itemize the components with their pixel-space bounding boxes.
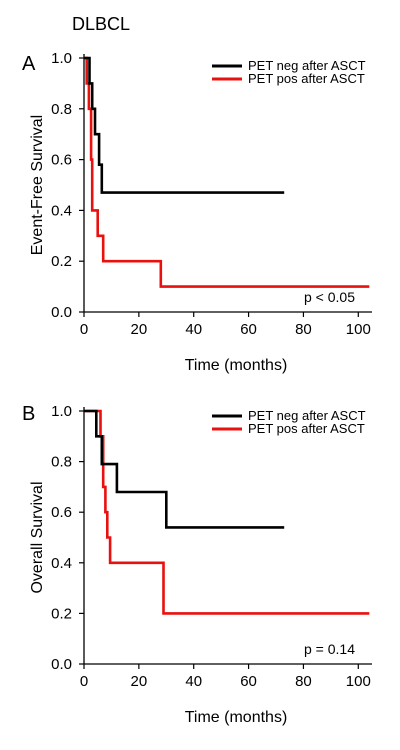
p-value-annotation: p = 0.14 bbox=[304, 641, 355, 657]
y-tick-label: 0.8 bbox=[51, 454, 72, 471]
y-tick-label: 0.0 bbox=[51, 656, 72, 673]
y-tick-label: 1.0 bbox=[51, 403, 72, 420]
y-tick-label: 0.2 bbox=[51, 253, 72, 270]
pet-pos-curve bbox=[84, 409, 370, 615]
y-tick-label: 1.0 bbox=[51, 50, 72, 67]
x-tick-label: 20 bbox=[131, 321, 148, 338]
pet-pos-curve bbox=[84, 56, 370, 288]
legend-label-pos: PET pos after ASCT bbox=[248, 421, 365, 436]
legend-label-neg: PET neg after ASCT bbox=[248, 58, 366, 73]
x-tick-label: 60 bbox=[240, 321, 257, 338]
y-axis-title: Event-Free Survival bbox=[29, 115, 46, 256]
x-tick-label: 0 bbox=[80, 673, 88, 690]
x-axis-title: Time (months) bbox=[185, 709, 288, 726]
panel-letter: B bbox=[22, 403, 35, 425]
x-tick-label: 40 bbox=[185, 673, 202, 690]
panel-a-chart: 0.0 0.2 0.4 0.6 0.8 1.0 0 20 40 60 80 100 Time (mont… bbox=[22, 50, 372, 374]
y-tick-label: 0.6 bbox=[51, 152, 72, 169]
p-value-annotation: p < 0.05 bbox=[304, 289, 355, 305]
legend-label-neg: PET neg after ASCT bbox=[248, 408, 366, 423]
x-tick-label: 60 bbox=[240, 673, 257, 690]
x-tick-label: 80 bbox=[295, 321, 312, 338]
x-tick-label: 40 bbox=[185, 321, 202, 338]
x-tick-label: 0 bbox=[80, 321, 88, 338]
pet-neg-curve bbox=[84, 56, 285, 194]
panel-letter: A bbox=[22, 53, 36, 75]
y-tick-label: 0.4 bbox=[51, 202, 72, 219]
y-tick-label: 0.2 bbox=[51, 605, 72, 622]
y-axis-title: Overall Survival bbox=[29, 481, 46, 593]
x-tick-label: 20 bbox=[131, 673, 148, 690]
x-axis-title: Time (months) bbox=[185, 357, 288, 374]
pet-neg-curve bbox=[84, 409, 285, 529]
panel-b-chart: 0.0 0.2 0.4 0.6 0.8 1.0 0 20 40 60 80 100 Time (mont… bbox=[22, 403, 372, 726]
y-tick-label: 0.6 bbox=[51, 504, 72, 521]
legend-label-pos: PET pos after ASCT bbox=[248, 71, 365, 86]
x-tick-label: 100 bbox=[346, 673, 371, 690]
figure-title: DLBCL bbox=[72, 14, 130, 34]
y-tick-label: 0.4 bbox=[51, 555, 72, 572]
x-tick-label: 80 bbox=[295, 673, 312, 690]
y-tick-label: 0.0 bbox=[51, 304, 72, 321]
y-tick-label: 0.8 bbox=[51, 101, 72, 118]
x-tick-label: 100 bbox=[346, 321, 371, 338]
